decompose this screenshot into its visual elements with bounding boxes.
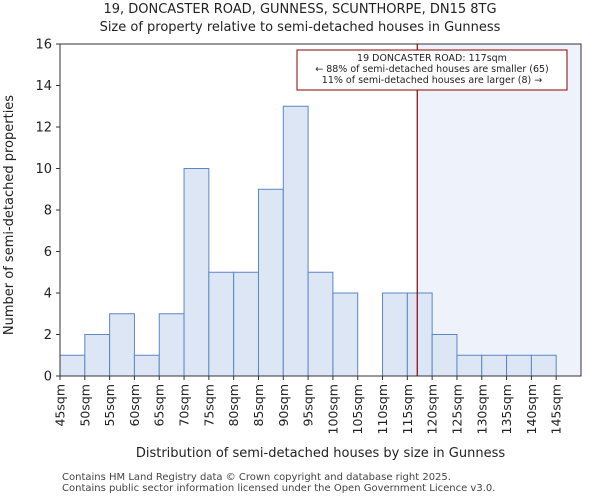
- y-tick-label: 14: [35, 79, 52, 94]
- y-axis-label: Number of semi-detached properties: [2, 95, 17, 335]
- bar-140sqm: [530, 354, 557, 377]
- footer-line-1: Contains HM Land Registry data © Crown c…: [62, 472, 451, 483]
- x-tick-label: 50sqm: [77, 384, 92, 427]
- bar-75sqm: [208, 271, 235, 377]
- x-tick-label: 95sqm: [301, 384, 316, 427]
- x-tick-label: 90sqm: [276, 384, 291, 427]
- bar-45sqm: [59, 354, 86, 377]
- x-tick-label: 80sqm: [226, 384, 241, 427]
- annotation-line-3: 11% of semi-detached houses are larger (…: [322, 75, 542, 86]
- y-tick-label: 6: [44, 245, 52, 260]
- x-tick-label: 85sqm: [251, 384, 266, 427]
- y-tick-label: 10: [35, 162, 52, 177]
- bar-135sqm: [506, 354, 532, 377]
- bar-100sqm: [332, 292, 359, 377]
- x-tick-label: 125sqm: [449, 384, 464, 434]
- x-tick-label: 115sqm: [400, 384, 415, 434]
- x-axis-label: Distribution of semi-detached houses by …: [136, 446, 506, 461]
- y-tick-label: 16: [35, 38, 52, 53]
- footer-line-2: Contains public sector information licen…: [62, 483, 496, 494]
- bar-70sqm: [183, 168, 210, 377]
- x-tick-label: 130sqm: [474, 384, 489, 434]
- bar-85sqm: [257, 188, 284, 377]
- highlight-region: [417, 44, 581, 376]
- chart-subtitle: Size of property relative to semi-detach…: [99, 20, 501, 35]
- bar-50sqm: [84, 334, 111, 377]
- bar-130sqm: [481, 354, 508, 377]
- y-tick-label: 12: [35, 121, 52, 136]
- x-tick-label: 60sqm: [127, 384, 142, 427]
- x-tick-label: 45sqm: [53, 384, 68, 427]
- chart-title: 19, DONCASTER ROAD, GUNNESS, SCUNTHORPE,…: [103, 2, 497, 17]
- x-tick-label: 65sqm: [152, 384, 167, 427]
- x-tick-label: 70sqm: [177, 384, 192, 427]
- annotation-line-1: 19 DONCASTER ROAD: 117sqm: [357, 53, 507, 64]
- y-tick-label: 8: [44, 204, 52, 219]
- x-tick-label: 55sqm: [102, 384, 117, 427]
- x-tick-label: 145sqm: [549, 384, 564, 434]
- bar-95sqm: [307, 271, 334, 377]
- bar-60sqm: [133, 354, 160, 377]
- x-tick-label: 140sqm: [524, 384, 539, 434]
- x-tick-label: 105sqm: [350, 384, 365, 434]
- bar-110sqm: [382, 292, 408, 377]
- x-tick-label: 120sqm: [425, 384, 440, 434]
- x-tick-label: 110sqm: [375, 384, 390, 434]
- y-tick-label: 4: [44, 287, 52, 302]
- annotation-line-2: ← 88% of semi-detached houses are smalle…: [315, 64, 549, 75]
- bar-120sqm: [431, 334, 458, 377]
- x-tick-label: 75sqm: [201, 384, 216, 427]
- y-tick-label: 0: [44, 370, 52, 385]
- bar-115sqm: [406, 292, 433, 377]
- bar-80sqm: [233, 271, 259, 377]
- bar-55sqm: [109, 313, 135, 377]
- x-tick-label: 100sqm: [325, 384, 340, 434]
- x-tick-label: 135sqm: [499, 384, 514, 434]
- y-tick-label: 2: [44, 328, 52, 343]
- bar-65sqm: [158, 313, 185, 377]
- annotation-box: [296, 49, 568, 91]
- bar-125sqm: [456, 354, 483, 377]
- bar-90sqm: [282, 105, 309, 377]
